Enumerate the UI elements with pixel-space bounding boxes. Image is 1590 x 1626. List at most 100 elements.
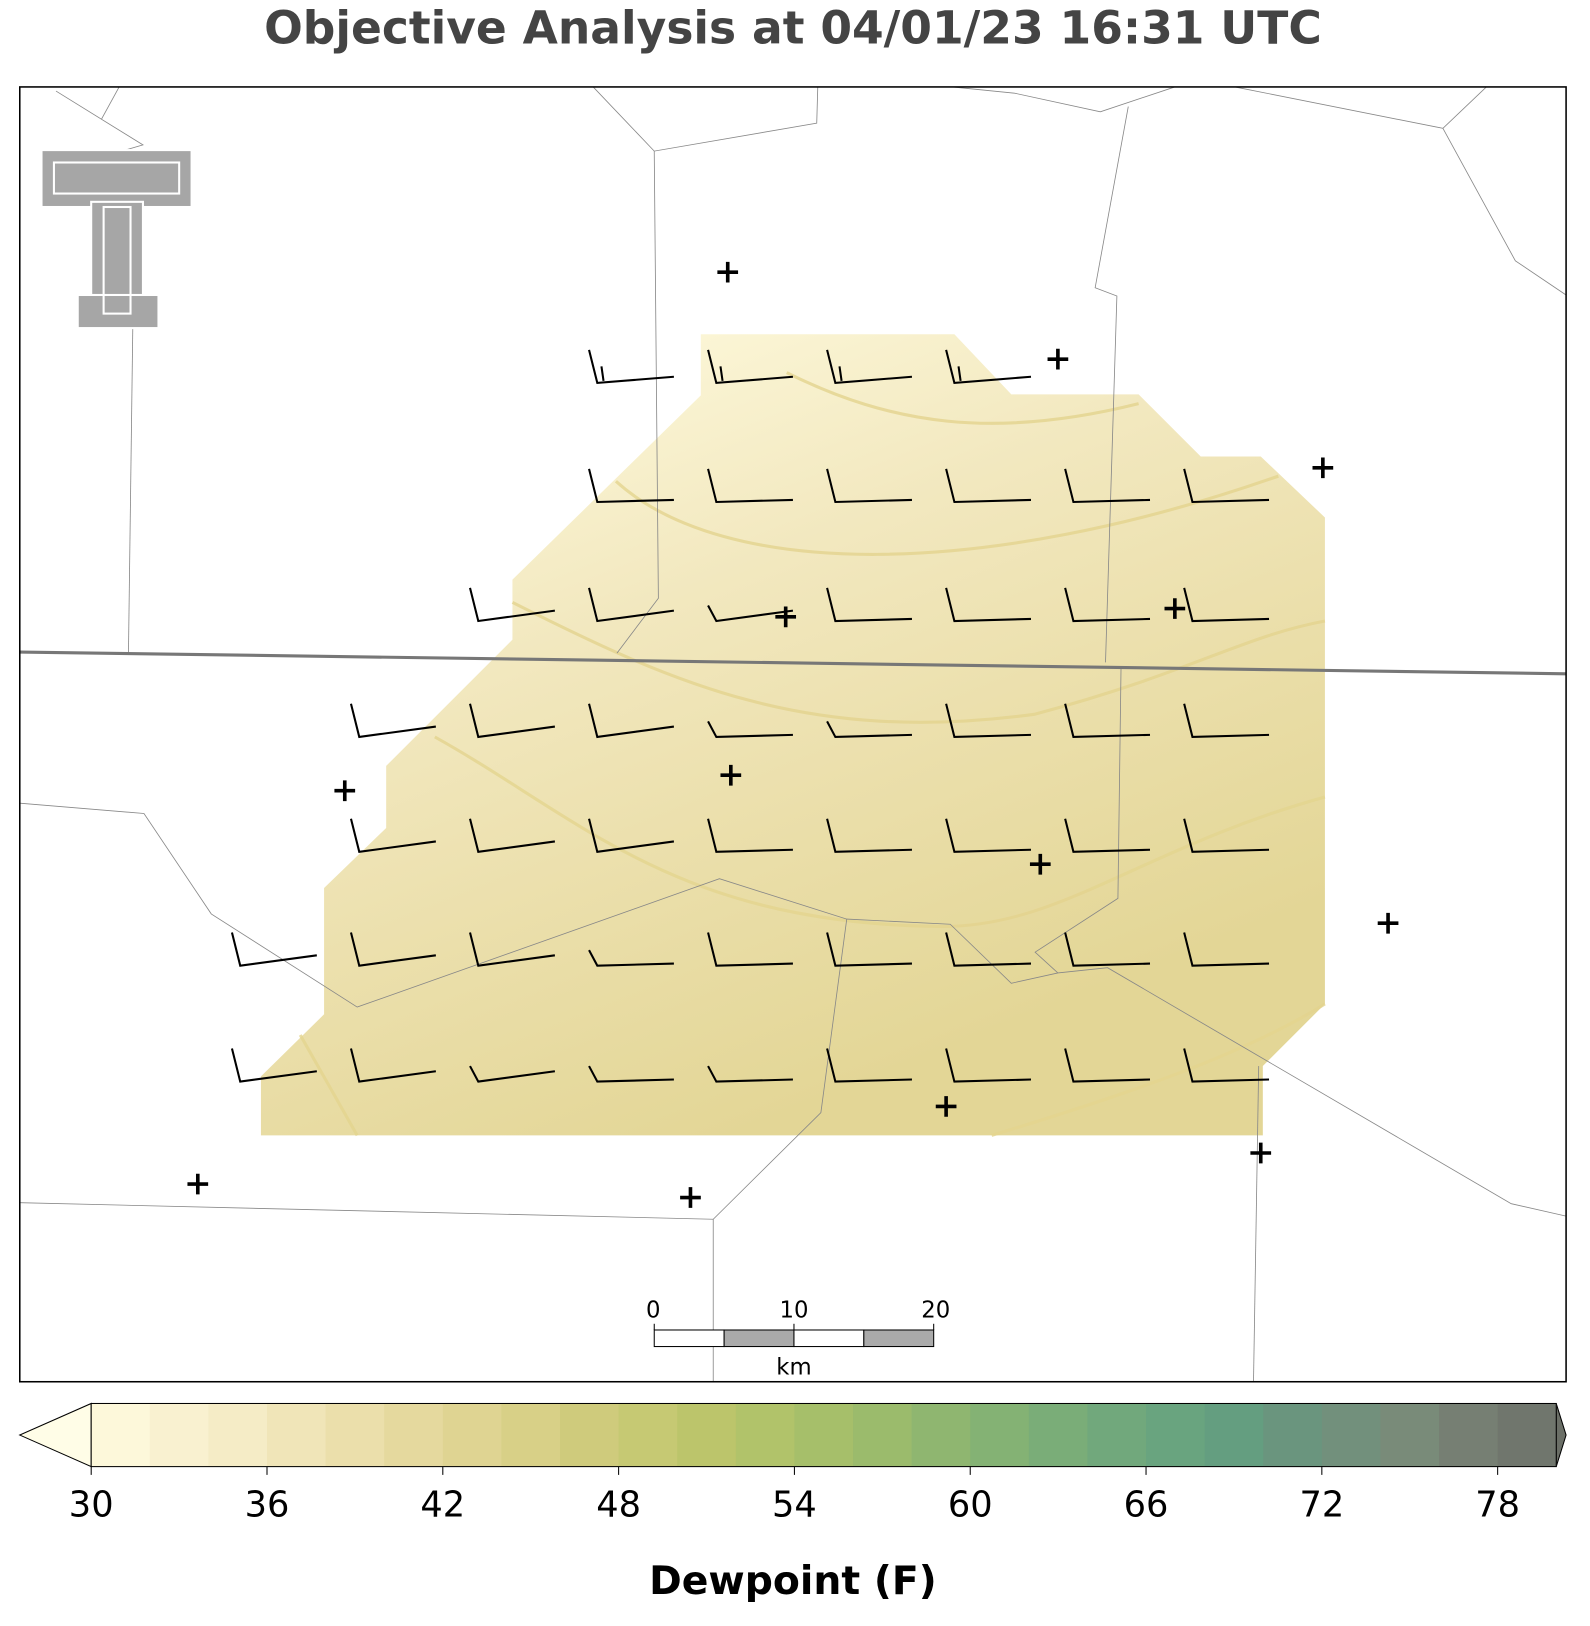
wind-barb xyxy=(945,587,1032,623)
colorbar-over xyxy=(1555,1403,1567,1467)
colorbar-bin xyxy=(618,1403,678,1467)
colorbar-bin xyxy=(794,1403,854,1467)
wind-barb xyxy=(945,932,1032,967)
wind-barb xyxy=(588,1065,674,1083)
wind-barb xyxy=(1064,932,1151,967)
wind-barb xyxy=(1064,703,1151,738)
wind-barb xyxy=(469,1065,556,1083)
wind-barb xyxy=(945,703,1032,738)
wind-barb xyxy=(826,1048,912,1083)
title: Objective Analysis at 04/01/23 16:31 UTC xyxy=(264,1,1322,54)
wind-barb xyxy=(707,818,793,853)
wind-barb xyxy=(349,932,436,967)
scale-segment xyxy=(723,1329,795,1348)
colorbar-bin xyxy=(442,1403,502,1467)
colorbar-bin xyxy=(1439,1403,1499,1467)
map-frame xyxy=(19,86,1567,1383)
wind-barb xyxy=(707,1065,793,1083)
station xyxy=(1164,598,1186,619)
colorbar-bin xyxy=(735,1403,795,1467)
wind-barb xyxy=(1064,468,1151,504)
wind-barb xyxy=(707,932,793,967)
colorbar-tick-label: 42 xyxy=(420,1484,465,1525)
station xyxy=(1029,853,1051,875)
wind-barb xyxy=(1183,818,1270,853)
wind-barb xyxy=(1183,932,1270,967)
station xyxy=(334,780,356,802)
scale-tick-label: 0 xyxy=(646,1298,660,1324)
wind-barb xyxy=(826,468,912,504)
colorbar-bin xyxy=(91,1403,151,1467)
colorbar-bin xyxy=(208,1403,268,1467)
station xyxy=(187,1173,209,1195)
colorbar-bin xyxy=(560,1403,620,1467)
wind-barb xyxy=(826,818,912,853)
contours xyxy=(298,371,1326,1137)
state-line xyxy=(19,650,1567,676)
colorbar-tick-label: 60 xyxy=(948,1484,993,1525)
colorbar-bin xyxy=(149,1403,209,1467)
wind-barb xyxy=(1183,703,1270,738)
wind-barb xyxy=(826,932,912,967)
wind-barb xyxy=(230,932,317,967)
station xyxy=(720,764,742,786)
wind-barb xyxy=(588,349,674,385)
colorbar-bin xyxy=(1146,1403,1206,1467)
map: 0 10 20 km xyxy=(19,86,1567,1383)
wind-barb xyxy=(707,468,793,504)
wind-barb xyxy=(826,587,912,623)
colorbar-frame xyxy=(90,1402,1557,1468)
colorbar-under xyxy=(18,1402,92,1468)
colorbar-tick-label: 36 xyxy=(245,1484,290,1525)
colorbar-bin xyxy=(677,1403,737,1467)
colorbar-bin xyxy=(853,1403,913,1467)
colorbar-label: Dewpoint (F) xyxy=(649,1558,937,1604)
wind-barb xyxy=(588,587,675,623)
scale-tick-label: 20 xyxy=(921,1298,950,1324)
wind-barb xyxy=(230,1048,317,1083)
stations xyxy=(187,261,1399,1208)
wind-barb xyxy=(349,703,436,739)
colorbar: 30 36 42 48 54 60 66 72 78 xyxy=(18,1402,1567,1525)
wind-barb xyxy=(707,604,794,623)
wind-barb xyxy=(945,1048,1032,1083)
scale-segment xyxy=(863,1329,935,1348)
wind-barb xyxy=(469,703,556,739)
logo xyxy=(40,149,193,330)
station xyxy=(775,606,797,628)
wind-barb xyxy=(349,1048,436,1083)
colorbar-tick-label: 66 xyxy=(1124,1484,1169,1525)
colorbar-bin xyxy=(1263,1403,1323,1467)
wind-barb xyxy=(588,818,675,853)
scale-tick-label: 10 xyxy=(779,1298,808,1324)
colorbar-bin xyxy=(1321,1403,1381,1467)
colorbar-bin xyxy=(911,1403,971,1467)
station xyxy=(1312,457,1334,479)
colorbar-bin xyxy=(1087,1403,1147,1467)
wind-barb xyxy=(1183,587,1270,623)
colorbar-bin xyxy=(1380,1403,1440,1467)
scale-segment xyxy=(653,1329,725,1348)
colorbar-bin xyxy=(501,1403,561,1467)
station xyxy=(717,261,739,283)
colorbar-bin xyxy=(267,1403,327,1467)
colorbar-tick-label: 48 xyxy=(596,1484,641,1525)
station xyxy=(1377,912,1399,934)
wind-barbs xyxy=(230,349,1270,1083)
wind-barb xyxy=(826,720,912,738)
wind-barb xyxy=(588,703,675,739)
station xyxy=(1047,348,1069,370)
wind-barb xyxy=(469,932,556,967)
scale-unit: km xyxy=(776,1354,811,1380)
scale-bar: 0 10 20 km xyxy=(646,1298,950,1381)
wind-barb xyxy=(349,818,436,853)
wind-barb xyxy=(1183,1048,1270,1083)
wind-barb xyxy=(826,349,913,385)
scale-segment xyxy=(793,1329,865,1348)
colorbar-tick-label: 30 xyxy=(69,1484,114,1525)
wind-barb xyxy=(469,818,556,853)
colorbar-tick-label: 72 xyxy=(1299,1484,1344,1525)
wind-barb xyxy=(588,949,674,967)
wind-barb xyxy=(588,468,674,504)
